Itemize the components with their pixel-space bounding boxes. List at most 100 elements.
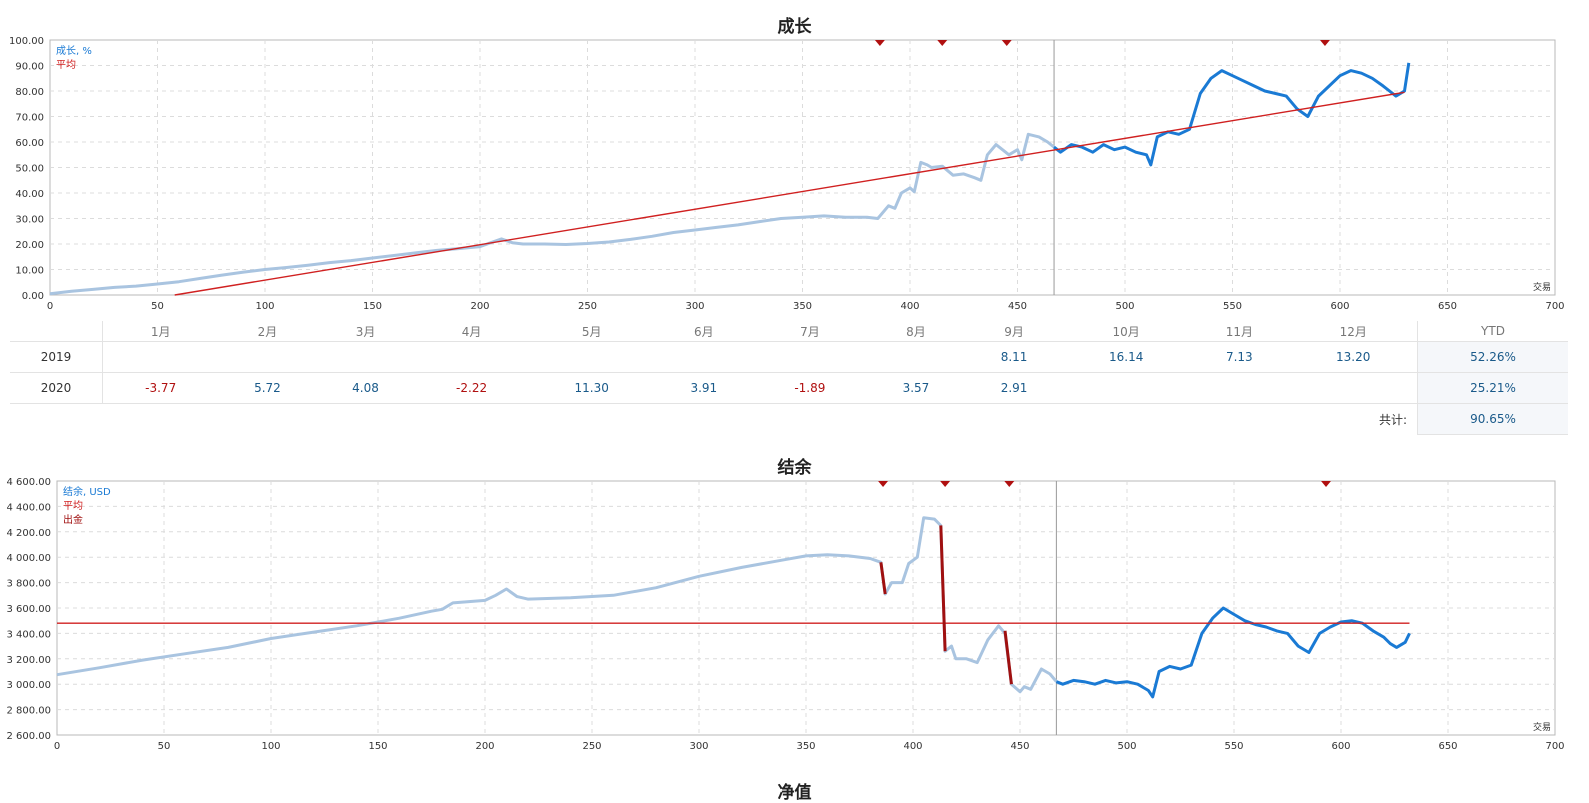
x-tick-label: 100 <box>255 301 274 312</box>
balance-chart-title: 结余 <box>777 458 812 478</box>
month-value <box>1289 372 1418 404</box>
table-row: 2020 -3.77 5.72 4.08 -2.22 11.30 3.91 -1… <box>10 372 1568 404</box>
table-header-month: 11月 <box>1189 321 1290 342</box>
table-header-month: 2月 <box>218 321 317 342</box>
y-tick-label: 4 600.00 <box>6 477 51 488</box>
table-header-year <box>10 321 103 342</box>
y-tick-label: 4 000.00 <box>6 553 51 564</box>
month-value: 3.91 <box>654 372 753 404</box>
event-marker-icon <box>937 40 948 46</box>
x-tick-label: 350 <box>796 741 815 752</box>
y-tick-label: 4 400.00 <box>6 502 51 513</box>
month-value: 4.08 <box>316 372 415 404</box>
month-value <box>752 341 867 373</box>
y-tick-label: 90.00 <box>15 62 44 73</box>
total-label: 共计: <box>1378 412 1407 427</box>
month-value: 16.14 <box>1063 341 1190 373</box>
event-marker-icon <box>1319 40 1330 46</box>
growth-chart: 0 50 100 150 200 250 300 350 400 450 500 550 600 650 7… <box>9 36 1565 312</box>
x-tick-label: 500 <box>1115 301 1134 312</box>
x-axis-label: 交易 <box>1533 281 1551 293</box>
month-value <box>866 341 965 373</box>
month-value: 2.91 <box>965 372 1064 404</box>
legend-item: 成长, % <box>56 45 92 57</box>
x-tick-label: 100 <box>261 741 280 752</box>
x-tick-label: 600 <box>1331 741 1350 752</box>
withdrawal-line <box>1003 630 1013 685</box>
table-header-month: 1月 <box>102 321 219 342</box>
event-marker-icon <box>940 481 951 487</box>
x-tick-label: 650 <box>1438 301 1457 312</box>
withdrawal-line <box>879 562 887 595</box>
x-tick-label: 450 <box>1008 301 1027 312</box>
x-tick-label: 50 <box>158 741 171 752</box>
month-value <box>414 341 529 373</box>
month-value <box>316 341 415 373</box>
table-header-month: 6月 <box>654 321 753 342</box>
x-tick-label: 300 <box>685 301 704 312</box>
table-header-row: 1月 2月 3月 4月 5月 6月 7月 8月 9月 10月 11月 12月 Y… <box>10 321 1568 342</box>
y-tick-label: 30.00 <box>15 215 44 226</box>
month-value: 7.13 <box>1189 341 1290 373</box>
x-tick-label: 700 <box>1545 741 1564 752</box>
row-year: 2020 <box>10 372 103 404</box>
month-value <box>1189 372 1290 404</box>
y-tick-label: 0.00 <box>22 291 44 302</box>
event-marker-icon <box>874 40 885 46</box>
series-line <box>1053 62 1411 167</box>
table-header-month: 8月 <box>866 321 965 342</box>
x-tick-label: 500 <box>1117 741 1136 752</box>
table-row: 2019 8.11 16.14 7.13 13.20 52.26% <box>10 341 1568 373</box>
y-tick-label: 20.00 <box>15 240 44 251</box>
x-tick-label: 150 <box>363 301 382 312</box>
month-value <box>654 341 753 373</box>
y-tick-label: 3 000.00 <box>6 680 51 691</box>
month-value: -3.77 <box>102 372 219 404</box>
x-tick-label: 650 <box>1438 741 1457 752</box>
month-value <box>1063 372 1190 404</box>
y-tick-label: 3 400.00 <box>6 629 51 640</box>
event-marker-icon <box>1321 481 1332 487</box>
x-tick-label: 700 <box>1545 301 1564 312</box>
x-tick-label: 0 <box>54 741 60 752</box>
month-value: -1.89 <box>752 372 867 404</box>
x-tick-label: 400 <box>903 741 922 752</box>
x-tick-label: 350 <box>793 301 812 312</box>
monthly-returns-table: 1月 2月 3月 4月 5月 6月 7月 8月 9月 10月 11月 12月 Y… <box>10 321 1568 435</box>
x-tick-label: 600 <box>1330 301 1349 312</box>
x-tick-label: 550 <box>1223 301 1242 312</box>
month-value: 3.57 <box>866 372 965 404</box>
event-marker-icon <box>1004 481 1015 487</box>
next-chart-title: 净值 <box>777 783 812 803</box>
x-tick-label: 300 <box>689 741 708 752</box>
month-value <box>218 341 317 373</box>
y-tick-label: 70.00 <box>15 113 44 124</box>
series-line <box>56 516 1058 694</box>
y-tick-label: 2 800.00 <box>6 706 51 717</box>
event-marker-icon <box>878 481 889 487</box>
month-value <box>528 341 655 373</box>
ytd-value: 52.26% <box>1417 341 1568 373</box>
legend-item: 出金 <box>63 513 83 526</box>
table-header-month: 4月 <box>414 321 529 342</box>
x-tick-label: 250 <box>582 741 601 752</box>
table-header-month: 10月 <box>1063 321 1190 342</box>
month-value: -2.22 <box>414 372 529 404</box>
y-tick-label: 60.00 <box>15 138 44 149</box>
average-line <box>174 91 1405 296</box>
x-tick-label: 200 <box>470 301 489 312</box>
y-tick-label: 50.00 <box>15 164 44 175</box>
month-value: 5.72 <box>218 372 317 404</box>
legend-item: 平均 <box>63 500 83 512</box>
x-tick-label: 50 <box>151 301 164 312</box>
table-header-month: 12月 <box>1289 321 1418 342</box>
ytd-value: 25.21% <box>1417 372 1568 404</box>
month-value <box>102 341 219 373</box>
y-tick-label: 100.00 <box>9 36 44 47</box>
y-tick-label: 10.00 <box>15 266 44 277</box>
x-tick-label: 0 <box>47 301 53 312</box>
month-value: 8.11 <box>965 341 1064 373</box>
month-value: 11.30 <box>528 372 655 404</box>
x-tick-label: 250 <box>578 301 597 312</box>
